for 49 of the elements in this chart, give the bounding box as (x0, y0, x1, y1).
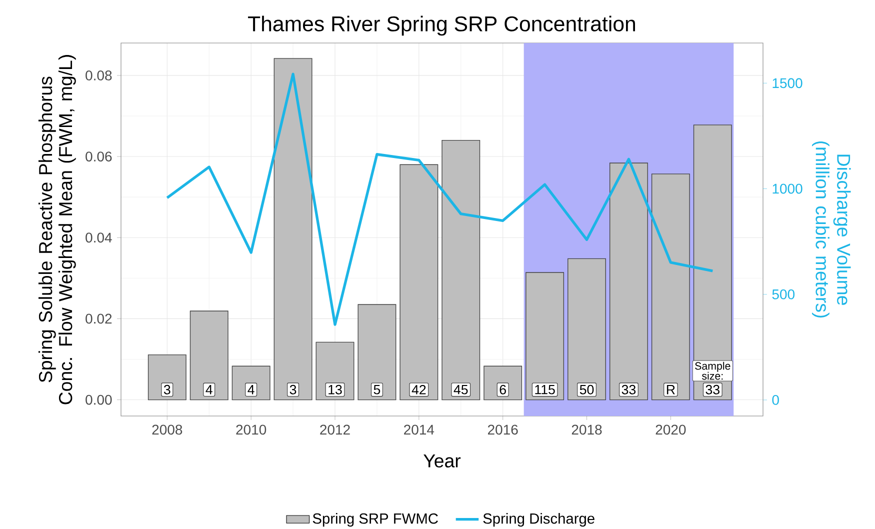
x-tick-label: 2012 (320, 424, 350, 435)
y-axis-title: Spring Soluble Reactive Phosphorus Conc. Flow Weighted Mean (FWM, mg/L) (38, 55, 76, 404)
annotation: R (666, 385, 675, 394)
bar (610, 162, 648, 400)
x-tick-label: 2008 (152, 424, 182, 435)
annotation: 4 (206, 385, 212, 394)
y-tick-label: 0.08 (86, 70, 112, 80)
bar (148, 354, 186, 400)
line-series (166, 72, 714, 326)
annotation: Sample size: (695, 362, 730, 380)
y2-tick-label: 1500 (772, 78, 802, 88)
annotation: 5 (374, 384, 380, 394)
bar (526, 272, 564, 400)
annotation: 3 (290, 384, 296, 394)
y2-tick-label: 500 (772, 289, 795, 300)
annotation: 115 (535, 384, 555, 394)
bar (274, 58, 312, 400)
x-axis-title: Year (424, 454, 461, 468)
annotation: 4 (248, 385, 254, 394)
legend-label: Spring Discharge (483, 512, 594, 527)
legend-label: Spring SRP FWMC (312, 512, 438, 527)
y-tick-label: 0.02 (86, 314, 112, 324)
y2-tick-label: 1000 (772, 184, 802, 194)
annotation: 13 (328, 384, 342, 394)
x-tick-label: 2014 (404, 424, 434, 435)
x-tick-label: 2010 (236, 424, 266, 435)
x-tick-label: 2020 (656, 424, 686, 435)
bar (400, 164, 438, 400)
annotation: 33 (622, 384, 636, 394)
bar (568, 258, 606, 400)
annotation: 6 (500, 384, 506, 394)
chart-title: Thames River Spring SRP Concentration (248, 16, 636, 36)
bar (190, 310, 228, 400)
annotation: 45 (454, 384, 468, 394)
bar (651, 174, 690, 400)
bar (442, 140, 480, 400)
annotation: 33 (706, 384, 720, 394)
bar (693, 124, 732, 400)
y-tick-label: 0.00 (86, 394, 112, 405)
y2-axis-title: Discharge Volume (million cubic meters) (812, 141, 851, 318)
x-tick-label: 2016 (488, 424, 518, 435)
annotation: 42 (412, 384, 426, 394)
x-tick-label: 2018 (572, 424, 602, 435)
y-tick-label: 0.04 (86, 232, 112, 243)
bar (358, 304, 396, 400)
y2-tick-label: 0 (772, 395, 779, 405)
annotation: 50 (580, 384, 594, 394)
annotation: 3 (164, 384, 170, 394)
y-tick-label: 0.06 (86, 152, 112, 162)
